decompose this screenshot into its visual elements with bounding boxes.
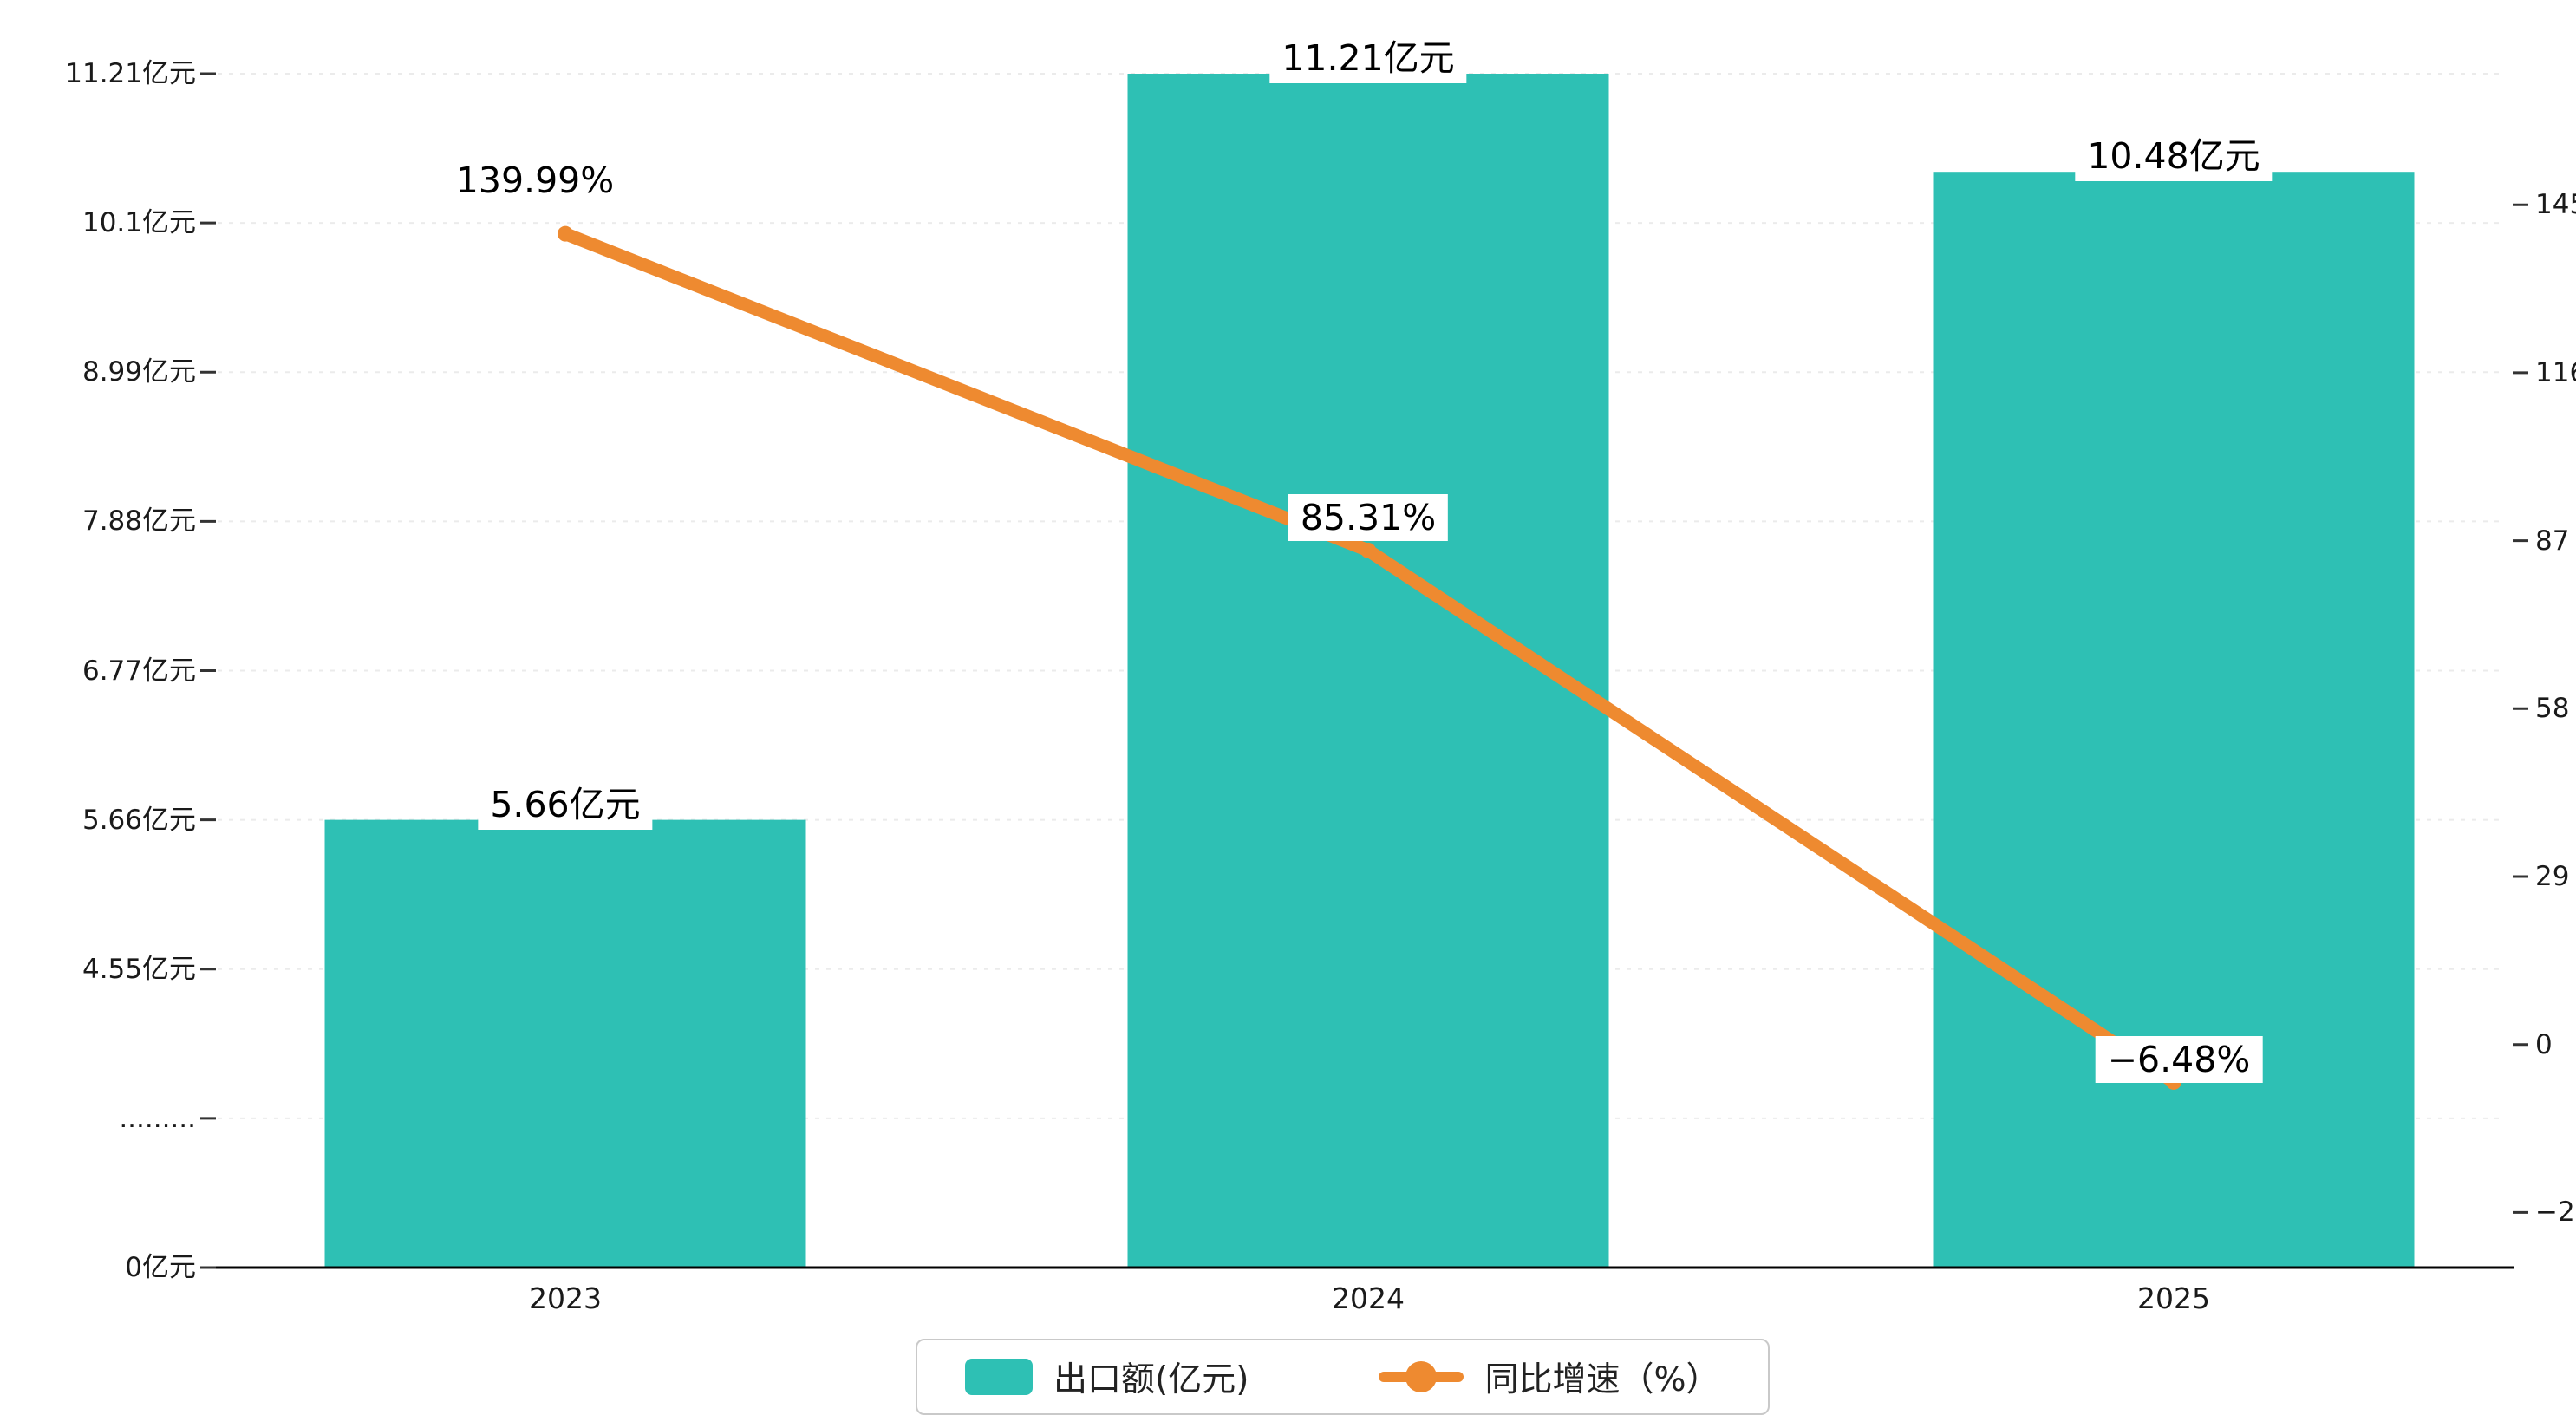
left-axis-label-3: 5.66亿元 — [82, 804, 196, 836]
growth-value-label-2025: −6.48% — [2095, 1035, 2263, 1083]
right-axis-label-0: 145 — [2535, 189, 2576, 221]
line-series-dot-icon — [1405, 1361, 1438, 1392]
left-axis-label-8: 11.21亿元 — [65, 58, 196, 89]
right-axis-label-2: 87 — [2535, 525, 2570, 557]
legend-label-growth-rate: 同比增速（%） — [1484, 1360, 1720, 1399]
left-axis-label-5: 7.88亿元 — [82, 505, 196, 538]
left-axis-label-0: 0亿元 — [125, 1252, 196, 1283]
left-axis-label-1: ......... — [119, 1102, 196, 1134]
bar-value-label-2023: 5.66亿元 — [478, 772, 653, 830]
left-axis-label-7: 10.1亿元 — [82, 207, 196, 239]
legend: 出口额(亿元) 同比增速（%） — [916, 1339, 1770, 1415]
left-axis-label-4: 6.77亿元 — [82, 655, 196, 687]
bar-2025 — [1933, 172, 2415, 1268]
right-axis-label-5: 0 — [2535, 1028, 2553, 1060]
right-axis-label-3: 58 — [2535, 693, 2570, 725]
line-series-swatch-icon — [1379, 1361, 1464, 1392]
bar-series-swatch-icon — [965, 1359, 1033, 1395]
right-axis-label-6: −29 — [2535, 1197, 2576, 1229]
x-axis-label-2025: 2025 — [2137, 1281, 2210, 1315]
growth-point-2024 — [1360, 542, 1376, 558]
growth-point-2023 — [558, 225, 573, 242]
bar-value-label-2025: 10.48亿元 — [2075, 124, 2273, 182]
left-axis-label-6: 8.99亿元 — [82, 356, 196, 388]
legend-label-export-value: 出口额(亿元) — [1053, 1360, 1249, 1399]
x-axis-label-2023: 2023 — [529, 1281, 602, 1315]
bar-2024 — [1127, 74, 1609, 1268]
growth-value-label-2023: 139.99% — [443, 156, 627, 204]
bar-2023 — [324, 819, 806, 1268]
right-axis-label-4: 29 — [2535, 861, 2570, 892]
legend-item-growth-rate[interactable]: 同比增速（%） — [1379, 1353, 1720, 1401]
left-axis-label-2: 4.55亿元 — [82, 953, 196, 985]
x-axis-label-2024: 2024 — [1332, 1281, 1405, 1315]
right-axis-label-1: 116 — [2535, 356, 2576, 388]
legend-item-export-value[interactable]: 出口额(亿元) — [965, 1353, 1249, 1401]
bar-value-label-2024: 11.21亿元 — [1269, 26, 1467, 83]
growth-value-label-2024: 85.31% — [1288, 493, 1449, 541]
